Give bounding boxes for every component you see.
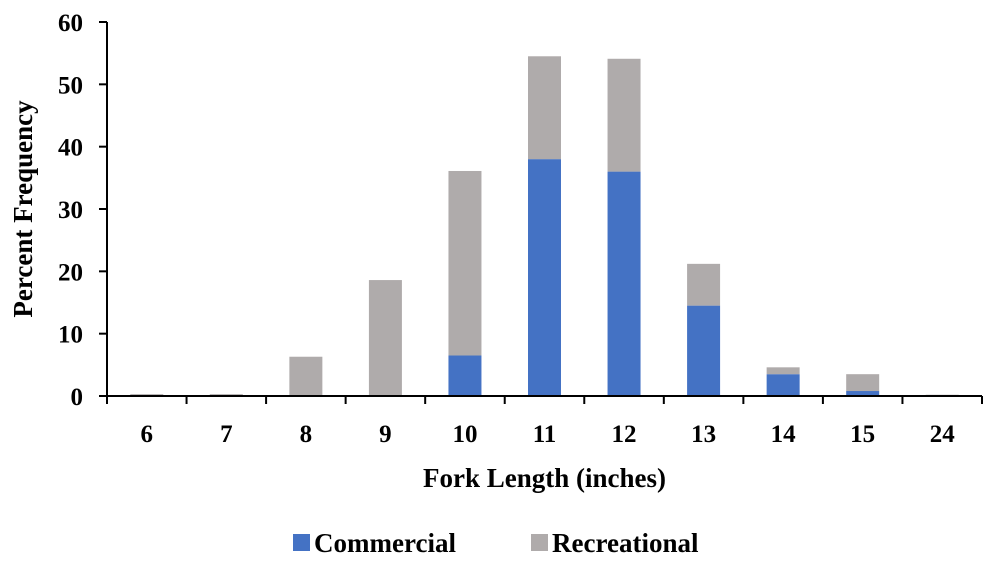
bar-recreational-8 [289, 356, 323, 396]
legend: Commercial Recreational [293, 528, 699, 558]
y-tick-label: 0 [71, 384, 84, 411]
x-tick-label: 9 [379, 421, 392, 448]
y-tick-label: 50 [58, 72, 83, 99]
x-tick-label: 11 [533, 421, 557, 448]
legend-swatch-recreational [531, 534, 548, 551]
x-tick-label: 6 [141, 421, 154, 448]
x-tick-label: 15 [850, 421, 875, 448]
bar-commercial-15 [846, 391, 880, 396]
bar-commercial-13 [687, 305, 721, 396]
legend-label-recreational: Recreational [552, 528, 699, 558]
y-tick-label: 20 [58, 259, 83, 286]
bar-commercial-14 [766, 374, 800, 396]
bar-recreational-15 [846, 374, 880, 392]
x-tick-label: 13 [691, 421, 716, 448]
y-axis-ticks: 0 10 20 30 40 50 60 [58, 10, 107, 411]
bar-recreational-14 [766, 367, 800, 375]
x-tick-label: 14 [771, 421, 797, 448]
bar-recreational-13 [687, 263, 721, 306]
bar-recreational-11 [528, 56, 561, 160]
y-tick-label: 40 [58, 135, 83, 162]
plot-area [130, 56, 959, 396]
y-tick-label: 60 [58, 10, 83, 37]
bar-recreational-9 [368, 280, 402, 396]
bar-recreational-10 [448, 170, 482, 356]
bar-commercial-10 [448, 355, 482, 396]
x-tick-label: 10 [452, 421, 477, 448]
x-axis-title: Fork Length (inches) [423, 463, 666, 493]
bar-commercial-11 [528, 159, 561, 396]
x-tick-label: 12 [612, 421, 637, 448]
x-tick-label: 7 [220, 421, 233, 448]
bar-recreational-12 [607, 58, 641, 172]
x-tick-label: 8 [300, 421, 313, 448]
y-tick-label: 10 [58, 322, 83, 349]
legend-label-commercial: Commercial [314, 528, 456, 558]
bar-commercial-12 [607, 171, 641, 396]
y-axis-title: Percent Frequency [8, 100, 38, 318]
y-tick-label: 30 [58, 197, 83, 224]
x-tick-label: 24 [930, 421, 956, 448]
x-axis-ticks: 6 7 8 9 10 11 12 13 14 15 24 [106, 396, 983, 448]
legend-swatch-commercial [293, 534, 310, 551]
